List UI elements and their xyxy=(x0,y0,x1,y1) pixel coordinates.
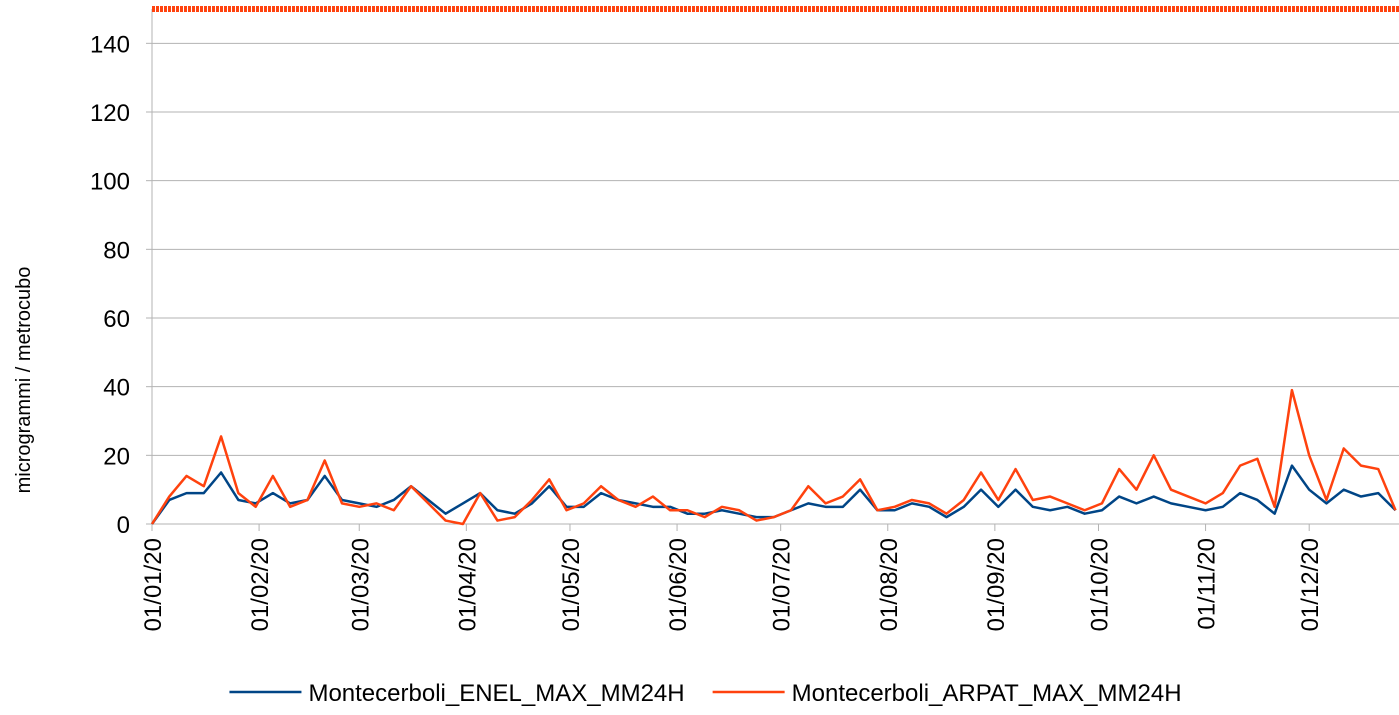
y-tick-label: 20 xyxy=(103,443,130,470)
legend-label: Montecerboli_ARPAT_MAX_MM24H xyxy=(792,680,1182,707)
x-tick-label: 01/05/20 xyxy=(558,538,585,631)
y-tick-label: 0 xyxy=(117,512,130,539)
y-tick-label: 100 xyxy=(90,169,130,196)
y-tick-label: 60 xyxy=(103,306,130,333)
x-tick-label: 01/08/20 xyxy=(876,538,903,631)
x-tick-label: 01/01/20 xyxy=(140,538,167,631)
series-line xyxy=(150,388,1397,526)
x-tick-label: 01/09/20 xyxy=(983,538,1010,631)
y-tick-label: 120 xyxy=(90,100,130,127)
x-tick-label: 01/12/20 xyxy=(1297,538,1324,631)
x-tick-label: 01/02/20 xyxy=(247,538,274,631)
x-tick-label: 01/10/20 xyxy=(1086,538,1113,631)
x-tick-label: 01/04/20 xyxy=(454,538,481,631)
y-tick-label: 40 xyxy=(103,375,130,402)
x-tick-label: 01/07/20 xyxy=(769,538,796,631)
x-tick-label: 01/11/20 xyxy=(1194,538,1221,630)
x-tick-label: 01/06/20 xyxy=(665,538,692,631)
y-axis-title: microgrammi / metrocubo xyxy=(13,267,35,494)
y-tick-label: 80 xyxy=(103,237,130,264)
x-tick-label: 01/03/20 xyxy=(347,538,374,631)
y-tick-label: 140 xyxy=(90,31,130,58)
legend-label: Montecerboli_ENEL_MAX_MM24H xyxy=(308,680,684,707)
